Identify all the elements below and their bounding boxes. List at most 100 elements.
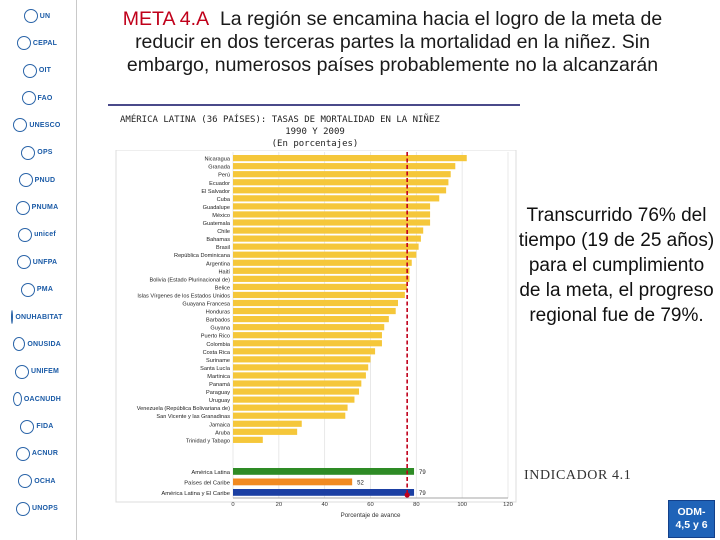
fao-logo-emblem-icon: [21, 91, 36, 106]
bar-aggregate: [233, 478, 353, 486]
pnud-logo-text: PNUD: [34, 176, 56, 184]
category-label: Nicaragua: [205, 157, 231, 163]
mortality-progress-chart: Nicaragua Granada Perú Ecuador El Salvador Cu…: [115, 150, 517, 519]
x-tick-label: 120: [503, 502, 513, 508]
bar-country: [233, 356, 371, 363]
unesco-logo-emblem-icon: [13, 118, 28, 133]
category-label: Guayana Francesa: [182, 302, 230, 308]
category-label: Honduras: [206, 310, 230, 316]
x-tick-label: 100: [457, 502, 467, 508]
category-label: Granada: [208, 165, 231, 171]
ocha-logo-emblem-icon: [18, 474, 33, 489]
bar-country: [233, 187, 447, 194]
category-label: Suriname: [206, 358, 230, 364]
indicator-label: INDICADOR 4.1: [524, 468, 632, 483]
onusida-logo-emblem-icon: [13, 337, 26, 352]
bar-country: [233, 428, 298, 435]
bar-country: [233, 340, 382, 347]
fida-logo-emblem-icon: [20, 419, 35, 434]
category-label: Guyana: [210, 326, 230, 332]
ilo-logo: OIT: [13, 63, 61, 79]
bar-country: [233, 259, 412, 266]
bar-aggregate: [233, 468, 415, 475]
data-label: 79: [419, 470, 426, 476]
pnud-logo: PNUD: [13, 172, 61, 188]
category-label: Puerto Rico: [201, 334, 230, 340]
bar-country: [233, 219, 431, 226]
aggregate-label: América Latina: [191, 470, 230, 476]
category-label: Costa Rica: [203, 350, 231, 356]
cepal-logo: CEPAL: [13, 35, 61, 51]
pnuma-logo: PNUMA: [13, 200, 61, 216]
bar-country: [233, 324, 385, 331]
ocha-logo: OCHA: [13, 473, 61, 489]
category-label: Aruba: [215, 430, 231, 436]
category-label: Venezuela (República Bolivariana de): [137, 406, 230, 412]
unfpa-logo-emblem-icon: [16, 255, 31, 270]
bar-country: [233, 211, 431, 218]
oacnudh-logo: OACNUDH: [13, 391, 61, 407]
bar-country: [233, 412, 346, 419]
category-label: Colombia: [206, 342, 231, 348]
category-label: Ecuador: [209, 181, 230, 187]
unicef-logo: unicef: [13, 227, 61, 243]
un-emblem-logo-emblem-icon: [23, 9, 38, 23]
bar-country: [233, 436, 263, 443]
progress-annotation: Transcurrido 76% del tiempo (19 de 25 añ…: [518, 205, 715, 326]
category-label: Chile: [217, 229, 230, 235]
ops-logo: OPS: [13, 145, 61, 161]
bar-country: [233, 243, 419, 250]
unesco-logo: UNESCO: [13, 117, 61, 133]
category-label: Argentina: [206, 261, 231, 267]
bar-country: [233, 275, 410, 282]
bar-country: [233, 283, 408, 290]
bar-country: [233, 307, 396, 315]
target-line-marker: [404, 492, 410, 498]
fao-logo: FAO: [13, 90, 61, 106]
bar-country: [233, 380, 362, 387]
odm-badge-line-1: ODM-: [677, 506, 706, 518]
onusida-logo-text: ONUSIDA: [27, 340, 61, 348]
oacnudh-logo-emblem-icon: [13, 392, 22, 407]
title-text: La región se encamina hacia el logro de …: [126, 8, 663, 76]
pma-logo-text: PMA: [36, 286, 54, 294]
chart-title-line-2: 1990 Y 2009: [285, 127, 345, 137]
bar-aggregate: [233, 489, 415, 496]
category-label: El Salvador: [201, 189, 230, 195]
bar-country: [233, 388, 360, 395]
fida-logo: FIDA: [13, 419, 61, 435]
category-label: Martinica: [207, 374, 231, 380]
bar-country: [233, 396, 355, 403]
category-label: Cuba: [217, 197, 231, 203]
category-label: Uruguay: [209, 398, 230, 404]
pnuma-logo-emblem-icon: [15, 200, 30, 215]
slide-title: META 4.A La región se encamina hacia el …: [95, 8, 690, 77]
bar-country: [233, 251, 417, 258]
x-tick-label: 0: [231, 502, 234, 508]
category-label: Belice: [215, 285, 230, 291]
meta-label: META 4.A: [122, 8, 210, 30]
bar-country: [233, 171, 451, 178]
cepal-logo-emblem-icon: [16, 36, 31, 51]
x-tick-label: 60: [367, 502, 373, 508]
onu-habitat-logo-text: ONUHABITAT: [15, 313, 63, 321]
bar-country: [233, 299, 398, 307]
bar-country: [233, 195, 440, 202]
unifem-logo-text: UNIFEM: [30, 368, 60, 376]
unops-logo-text: UNOPS: [32, 505, 58, 513]
ilo-logo-text: OIT: [38, 67, 52, 75]
odm-badge: ODM- 4,5 y 6: [668, 500, 715, 538]
category-label: Perú: [218, 173, 230, 179]
bar-country: [233, 364, 369, 371]
category-label: Trinidad y Tabago: [186, 438, 230, 444]
bar-country: [233, 155, 467, 162]
category-label: Paraguay: [206, 390, 230, 396]
bar-country: [233, 420, 302, 427]
data-label: 79: [419, 491, 426, 497]
category-label: Guadalupe: [203, 205, 230, 211]
x-axis-label: Porcentaje de avance: [341, 512, 401, 519]
fao-logo-text: FAO: [37, 94, 53, 102]
ops-logo-emblem-icon: [21, 145, 36, 160]
unfpa-logo: UNFPA: [13, 254, 61, 270]
oacnudh-logo-text: OACNUDH: [23, 395, 61, 403]
